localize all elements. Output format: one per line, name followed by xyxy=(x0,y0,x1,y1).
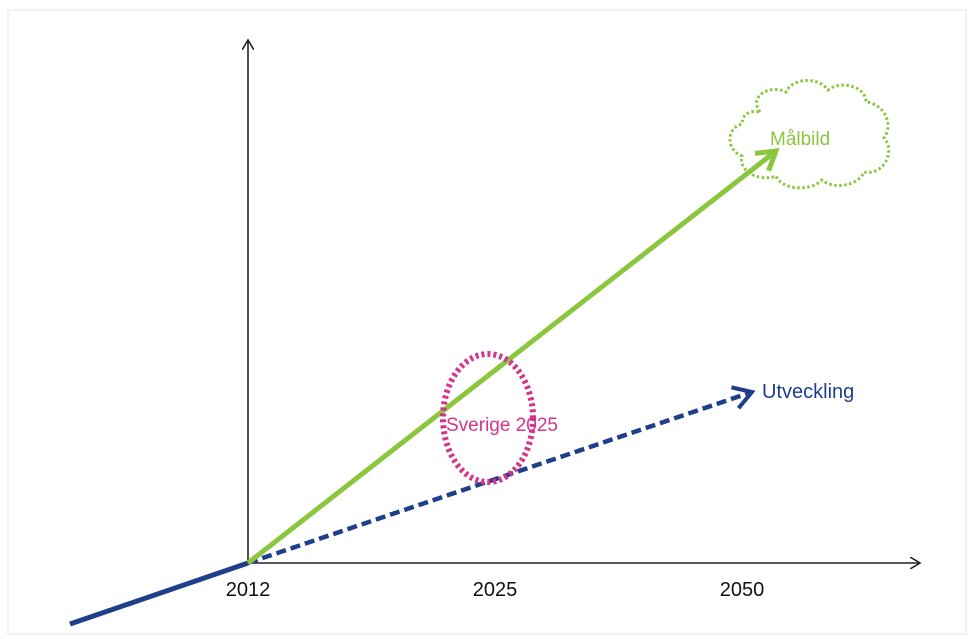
goal-label: Målbild xyxy=(770,129,830,150)
historical-line xyxy=(69,560,249,627)
cloud-icon xyxy=(728,79,891,190)
highlight-ellipse xyxy=(440,351,536,485)
diagram-border xyxy=(7,9,967,635)
goal-arrow xyxy=(246,151,776,565)
x-tick-label: 2050 xyxy=(720,579,765,601)
x-tick-label: 2012 xyxy=(226,579,271,601)
trend-label: Utveckling xyxy=(762,381,854,403)
trend-arrow xyxy=(247,385,756,566)
highlight-label: Sverige 2025 xyxy=(446,415,558,436)
x-tick-label: 2025 xyxy=(473,579,518,601)
